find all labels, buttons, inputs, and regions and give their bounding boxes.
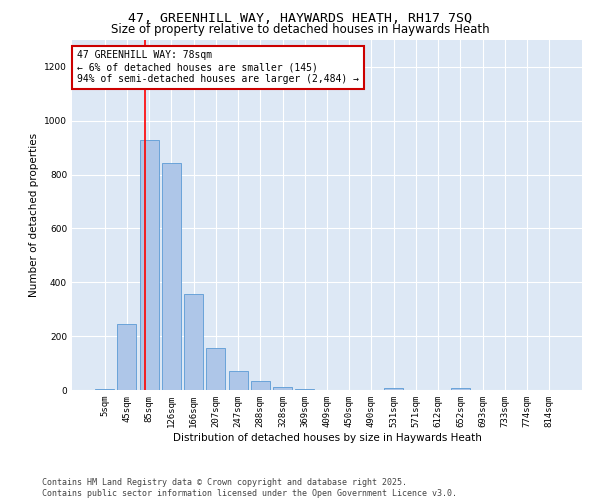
Bar: [206, 348, 225, 390]
Bar: [184, 294, 203, 390]
Bar: [162, 162, 181, 390]
Text: 47, GREENHILL WAY, HAYWARDS HEATH, RH17 7SQ: 47, GREENHILL WAY, HAYWARDS HEATH, RH17 …: [128, 12, 472, 26]
Bar: [384, 388, 403, 390]
Bar: [118, 324, 136, 390]
Bar: [295, 388, 314, 390]
Bar: [229, 371, 248, 390]
Y-axis label: Number of detached properties: Number of detached properties: [29, 133, 38, 297]
Bar: [251, 381, 270, 390]
Bar: [140, 140, 158, 390]
Bar: [273, 386, 292, 390]
Text: Contains HM Land Registry data © Crown copyright and database right 2025.
Contai: Contains HM Land Registry data © Crown c…: [42, 478, 457, 498]
Text: 47 GREENHILL WAY: 78sqm
← 6% of detached houses are smaller (145)
94% of semi-de: 47 GREENHILL WAY: 78sqm ← 6% of detached…: [77, 50, 359, 84]
X-axis label: Distribution of detached houses by size in Haywards Heath: Distribution of detached houses by size …: [173, 432, 481, 442]
Bar: [451, 388, 470, 390]
Bar: [95, 388, 114, 390]
Text: Size of property relative to detached houses in Haywards Heath: Size of property relative to detached ho…: [110, 22, 490, 36]
